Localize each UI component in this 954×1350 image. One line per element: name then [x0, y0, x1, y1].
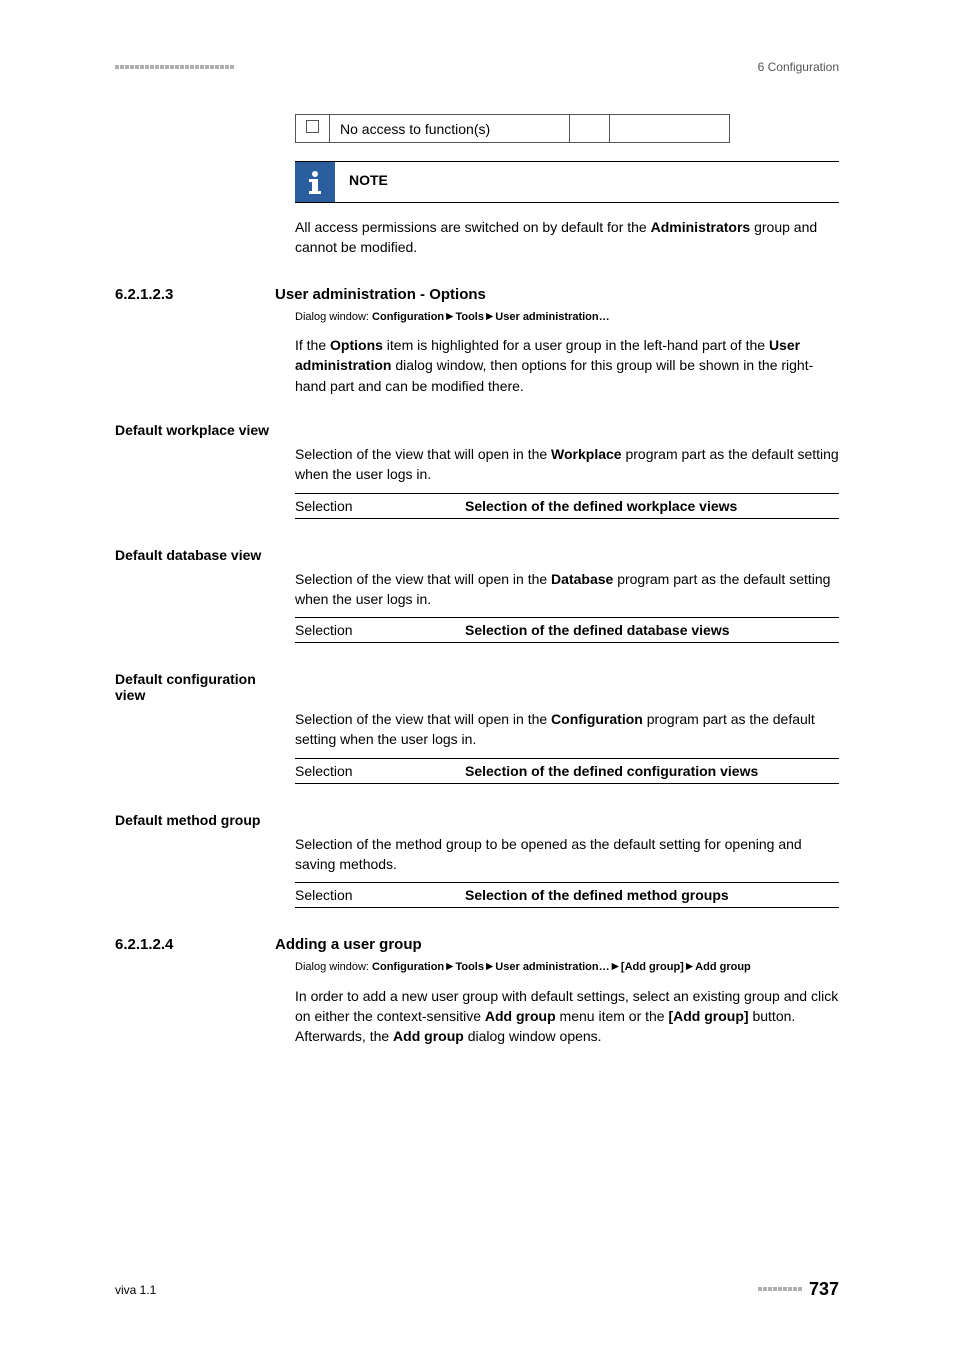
note-header: NOTE — [295, 161, 839, 203]
text: If the — [295, 337, 330, 353]
version-label: viva 1.1 — [115, 1283, 156, 1297]
selection-row: Selection Selection of the defined confi… — [295, 758, 839, 784]
selection-row: Selection Selection of the defined datab… — [295, 617, 839, 643]
field-block: Default database view — [115, 537, 839, 569]
section-heading-add-group: 6.2.1.2.4 Adding a user group — [115, 936, 839, 953]
note-body: All access permissions are switched on b… — [295, 203, 839, 258]
text: item is highlighted for a user group in … — [383, 337, 769, 353]
dialog-part: Add group — [695, 961, 751, 973]
page: 6 Configuration No access to function(s) — [0, 0, 954, 1350]
text: menu item or the — [556, 1008, 669, 1024]
section-heading-options: 6.2.1.2.3 User administration - Options — [115, 286, 839, 303]
text: dialog window opens. — [464, 1028, 602, 1044]
no-access-checkbox[interactable] — [306, 120, 319, 133]
page-header: 6 Configuration — [115, 60, 839, 74]
field-heading: Default configuration view — [115, 671, 275, 703]
triangle-icon: ▶ — [446, 310, 453, 324]
note-text-bold: Administrators — [651, 219, 751, 235]
selection-value: Selection of the defined workplace views — [465, 498, 737, 514]
dialog-path: Dialog window: Configuration▶Tools▶User … — [295, 309, 839, 326]
selection-row: Selection Selection of the defined metho… — [295, 882, 839, 908]
table-row: No access to function(s) — [296, 115, 730, 143]
info-icon — [295, 162, 335, 202]
no-access-checkbox-cell — [296, 115, 330, 143]
text-bold: Configuration — [551, 711, 643, 727]
text: Selection of the view that will open in … — [295, 711, 551, 727]
text-bold: Workplace — [551, 446, 622, 462]
text-bold: [Add group] — [668, 1008, 748, 1024]
dialog-part: User administration… — [495, 961, 609, 973]
dialog-part: User administration… — [495, 311, 609, 323]
selection-value: Selection of the defined configuration v… — [465, 763, 758, 779]
selection-label: Selection — [295, 887, 465, 903]
selection-label: Selection — [295, 763, 465, 779]
note-title: NOTE — [335, 162, 402, 202]
text-bold: Database — [551, 571, 613, 587]
triangle-icon: ▶ — [612, 960, 619, 974]
dialog-part: [Add group] — [621, 961, 684, 973]
field-description: Selection of the view that will open in … — [295, 569, 839, 610]
field-heading: Default database view — [115, 547, 275, 563]
text: Selection of the view that will open in … — [295, 571, 551, 587]
section-title: User administration - Options — [275, 286, 486, 303]
field-block: Default method group — [115, 802, 839, 834]
no-access-label: No access to function(s) — [330, 115, 570, 143]
dialog-path: Dialog window: Configuration▶Tools▶User … — [295, 959, 839, 976]
section-number: 6.2.1.2.4 — [115, 936, 275, 953]
footer-dots-icon — [758, 1287, 803, 1292]
selection-label: Selection — [295, 622, 465, 638]
page-footer: viva 1.1 737 — [115, 1279, 839, 1300]
dialog-part: Configuration — [372, 311, 444, 323]
section-paragraph: In order to add a new user group with de… — [295, 986, 839, 1047]
triangle-icon: ▶ — [446, 960, 453, 974]
note-block: NOTE All access permissions are switched… — [295, 161, 839, 258]
text: Selection of the view that will open in … — [295, 446, 551, 462]
field-block: Default configuration view — [115, 661, 839, 709]
header-dots-icon — [115, 65, 235, 70]
selection-label: Selection — [295, 498, 465, 514]
selection-value: Selection of the defined method groups — [465, 887, 729, 903]
page-number: 737 — [809, 1279, 839, 1300]
dialog-prefix: Dialog window: — [295, 311, 372, 323]
text-bold: Add group — [393, 1028, 464, 1044]
text-bold: Add group — [485, 1008, 556, 1024]
field-description: Selection of the view that will open in … — [295, 444, 839, 485]
triangle-icon: ▶ — [486, 960, 493, 974]
field-description: Selection of the method group to be open… — [295, 834, 839, 875]
field-block: Default workplace view — [115, 412, 839, 444]
dialog-part: Tools — [455, 311, 484, 323]
text-bold: Options — [330, 337, 383, 353]
chapter-label: 6 Configuration — [758, 60, 839, 74]
selection-row: Selection Selection of the defined workp… — [295, 493, 839, 519]
field-heading: Default method group — [115, 812, 275, 828]
section-number: 6.2.1.2.3 — [115, 286, 275, 303]
section-paragraph: If the Options item is highlighted for a… — [295, 335, 839, 396]
field-description: Selection of the view that will open in … — [295, 709, 839, 750]
triangle-icon: ▶ — [686, 960, 693, 974]
dialog-prefix: Dialog window: — [295, 961, 372, 973]
blank-cell — [570, 115, 610, 143]
access-permissions-table: No access to function(s) — [295, 114, 730, 143]
triangle-icon: ▶ — [486, 310, 493, 324]
selection-value: Selection of the defined database views — [465, 622, 730, 638]
field-heading: Default workplace view — [115, 422, 275, 438]
dialog-part: Tools — [455, 961, 484, 973]
note-text-a: All access permissions are switched on b… — [295, 219, 651, 235]
blank-cell — [610, 115, 730, 143]
dialog-part: Configuration — [372, 961, 444, 973]
section-title: Adding a user group — [275, 936, 422, 953]
